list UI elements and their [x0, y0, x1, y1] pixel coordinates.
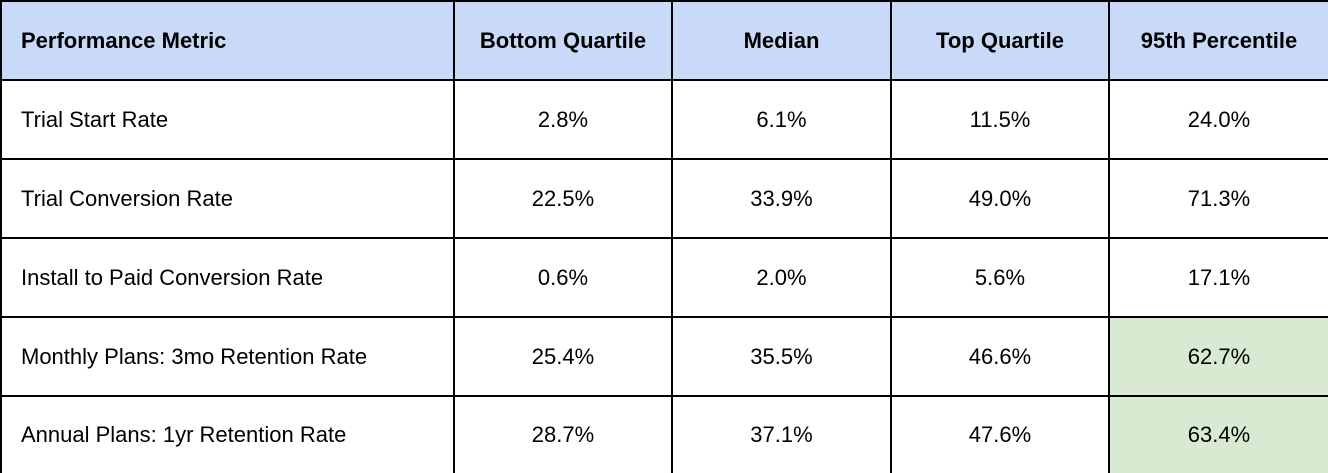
value-cell: 17.1% [1108, 237, 1328, 318]
header-cell: Top Quartile [890, 0, 1110, 81]
value-cell: 46.6% [890, 316, 1110, 397]
row: Trial Conversion Rate 22.5% 33.9% 49.0% … [0, 158, 1328, 239]
highlighted-cell: 63.4% [1108, 395, 1328, 473]
value-cell: 24.0% [1108, 79, 1328, 160]
metric-cell: Install to Paid Conversion Rate [0, 237, 455, 318]
value-cell: 5.6% [890, 237, 1110, 318]
value-cell: 49.0% [890, 158, 1110, 239]
highlighted-cell: 62.7% [1108, 316, 1328, 397]
value-cell: 11.5% [890, 79, 1110, 160]
value-cell: 25.4% [453, 316, 673, 397]
metric-cell: Monthly Plans: 3mo Retention Rate [0, 316, 455, 397]
value-cell: 22.5% [453, 158, 673, 239]
row: Trial Start Rate 2.8% 6.1% 11.5% 24.0% [0, 79, 1328, 160]
value-cell: 0.6% [453, 237, 673, 318]
value-cell: 33.9% [671, 158, 892, 239]
header-cell: Bottom Quartile [453, 0, 673, 81]
value-cell: 37.1% [671, 395, 892, 473]
metric-cell: Trial Start Rate [0, 79, 455, 160]
metric-cell: Trial Conversion Rate [0, 158, 455, 239]
header-cell: Median [671, 0, 892, 81]
value-cell: 28.7% [453, 395, 673, 473]
row: Install to Paid Conversion Rate 0.6% 2.0… [0, 237, 1328, 318]
metric-cell: Annual Plans: 1yr Retention Rate [0, 395, 455, 473]
header-row: Performance Metric Bottom Quartile Media… [0, 0, 1328, 81]
value-cell: 2.8% [453, 79, 673, 160]
value-cell: 6.1% [671, 79, 892, 160]
value-cell: 71.3% [1108, 158, 1328, 239]
value-cell: 2.0% [671, 237, 892, 318]
value-cell: 47.6% [890, 395, 1110, 473]
header-cell: 95th Percentile [1108, 0, 1328, 81]
row: Annual Plans: 1yr Retention Rate 28.7% 3… [0, 395, 1328, 473]
value-cell: 35.5% [671, 316, 892, 397]
row: Monthly Plans: 3mo Retention Rate 25.4% … [0, 316, 1328, 397]
header-cell: Performance Metric [0, 0, 455, 81]
